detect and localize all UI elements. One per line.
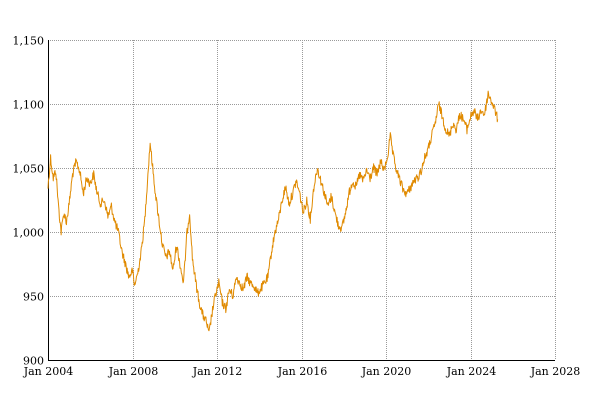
series-line	[47, 90, 499, 332]
tick-labels: 900 950 1,000 1,050 1,100 1,150 Jan 2004 Jan 20…	[13, 35, 581, 379]
x-tick-label: Jan 2028	[530, 365, 581, 378]
axes	[48, 40, 555, 361]
y-tick-label: 950	[23, 291, 44, 304]
x-tick-label: Jan 2024	[446, 365, 497, 378]
x-tick-label: Jan 2012	[192, 365, 243, 378]
y-tick-label: 1,100	[13, 99, 45, 112]
grid-lines	[48, 40, 556, 360]
y-tick-label: 900	[23, 355, 44, 368]
y-tick-label: 1,150	[13, 35, 45, 48]
y-tick-label: 1,050	[13, 163, 45, 176]
x-tick-label: Jan 2008	[108, 365, 159, 378]
x-tick-label: Jan 2016	[277, 365, 328, 378]
series-group	[47, 90, 499, 332]
x-tick-label: Jan 2004	[23, 365, 74, 378]
x-tick-label: Jan 2020	[361, 365, 412, 378]
y-tick-label: 1,000	[13, 227, 45, 240]
